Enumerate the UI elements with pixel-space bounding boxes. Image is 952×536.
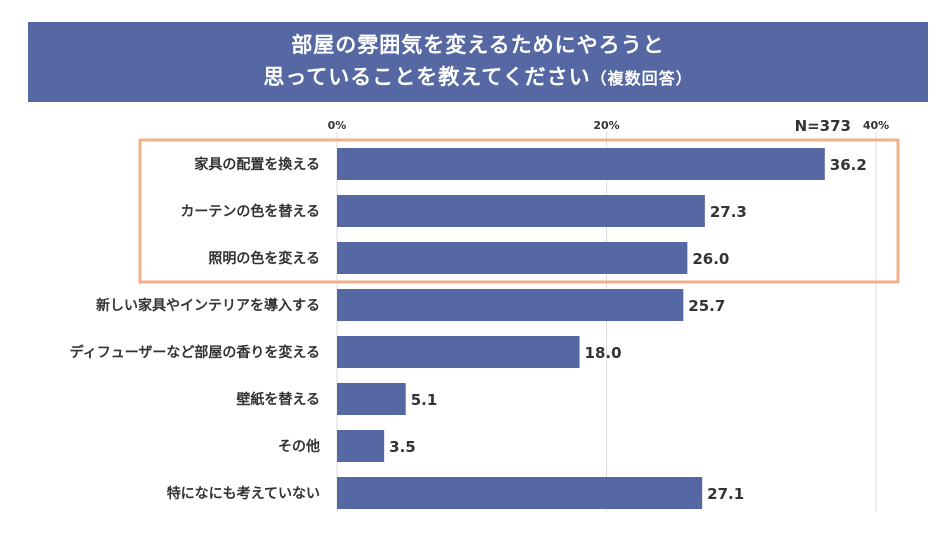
bars xyxy=(337,148,825,509)
bar xyxy=(337,336,580,368)
highlight-box xyxy=(138,138,900,284)
category-label: 新しい家具やインテリアを導入する xyxy=(96,297,320,314)
x-axis-ticks: 0% 20% 40% xyxy=(328,119,890,132)
category-labels: 家具の配置を換えるカーテンの色を替える照明の色を変える新しい家具やインテリアを導… xyxy=(70,156,320,502)
value-label: 26.0 xyxy=(692,250,729,268)
category-label: 壁紙を替える xyxy=(236,391,320,408)
bar xyxy=(337,477,703,509)
category-label: 特になにも考えていない xyxy=(167,485,320,502)
value-label: 25.7 xyxy=(688,297,725,315)
category-label: 家具の配置を換える xyxy=(194,156,320,173)
bar xyxy=(337,242,688,274)
value-label: 5.1 xyxy=(411,391,438,409)
value-label: 27.1 xyxy=(707,485,744,503)
category-label: 照明の色を変える xyxy=(208,250,320,267)
x-tick-label: 40% xyxy=(863,119,889,132)
category-label: その他 xyxy=(278,438,320,455)
bar xyxy=(337,430,385,462)
bar xyxy=(337,383,406,415)
chart-title-banner: 部屋の雰囲気を変えるためにやろうと 思っていることを教えてください（複数回答） xyxy=(28,22,928,102)
chart-title-note: （複数回答） xyxy=(590,69,693,88)
chart-title-main: 思っていることを教えてください xyxy=(263,65,591,89)
bar xyxy=(337,195,705,227)
bar xyxy=(337,148,825,180)
sample-size-label: N=373 xyxy=(795,117,851,135)
gridlines xyxy=(336,132,877,512)
value-label: 3.5 xyxy=(389,438,416,456)
value-label: 36.2 xyxy=(830,156,867,174)
chart-title-line-2: 思っていることを教えてください（複数回答） xyxy=(263,61,692,95)
category-label: カーテンの色を替える xyxy=(180,203,320,220)
chart-title-line-1: 部屋の雰囲気を変えるためにやろうと xyxy=(291,33,665,57)
category-label: ディフューザーなど部屋の香りを変える xyxy=(70,344,320,361)
value-label: 18.0 xyxy=(585,344,622,362)
value-label: 27.3 xyxy=(710,203,747,221)
value-labels: 36.2 27.3 26.0 25.7 18.0 5.1 3.5 27.1 xyxy=(389,156,867,503)
bar xyxy=(337,289,684,321)
x-tick-label: 20% xyxy=(593,119,619,132)
x-tick-label: 0% xyxy=(328,119,347,132)
